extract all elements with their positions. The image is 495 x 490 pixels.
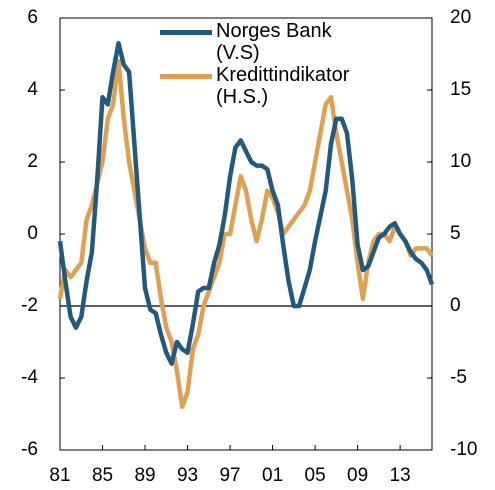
x-tick-label: 13 xyxy=(390,465,411,486)
x-tick-label: 05 xyxy=(305,465,326,486)
legend-swatch xyxy=(160,30,212,35)
x-tick-label: 09 xyxy=(347,465,368,486)
y-tick-label: -4 xyxy=(21,367,38,388)
y-tick-label: 2 xyxy=(27,151,38,172)
x-tick-label: 93 xyxy=(177,465,198,486)
y2-tick-label: 0 xyxy=(450,295,461,316)
x-tick-label: 89 xyxy=(134,465,155,486)
y-tick-label: -2 xyxy=(21,295,38,316)
y2-tick-label: 15 xyxy=(450,79,471,100)
y-tick-label: 0 xyxy=(27,223,38,244)
series-line xyxy=(57,58,434,410)
x-tick-label: 85 xyxy=(92,465,113,486)
legend-label: Norges Bank (V.S) xyxy=(216,20,332,64)
y2-tick-label: 10 xyxy=(450,151,471,172)
x-tick-label: 01 xyxy=(262,465,283,486)
x-tick-label: 81 xyxy=(49,465,70,486)
series-line xyxy=(57,40,435,366)
legend-swatch xyxy=(160,74,212,79)
y2-tick-label: -10 xyxy=(450,439,477,460)
y2-tick-label: 20 xyxy=(450,7,471,28)
y2-tick-label: 5 xyxy=(450,223,461,244)
legend-label: Kredittindikator (H.S.) xyxy=(216,64,350,108)
x-tick-label: 97 xyxy=(219,465,240,486)
y2-tick-label: -5 xyxy=(450,367,467,388)
y-tick-label: 6 xyxy=(27,7,38,28)
y-tick-label: 4 xyxy=(27,79,38,100)
y-tick-label: -6 xyxy=(21,439,38,460)
